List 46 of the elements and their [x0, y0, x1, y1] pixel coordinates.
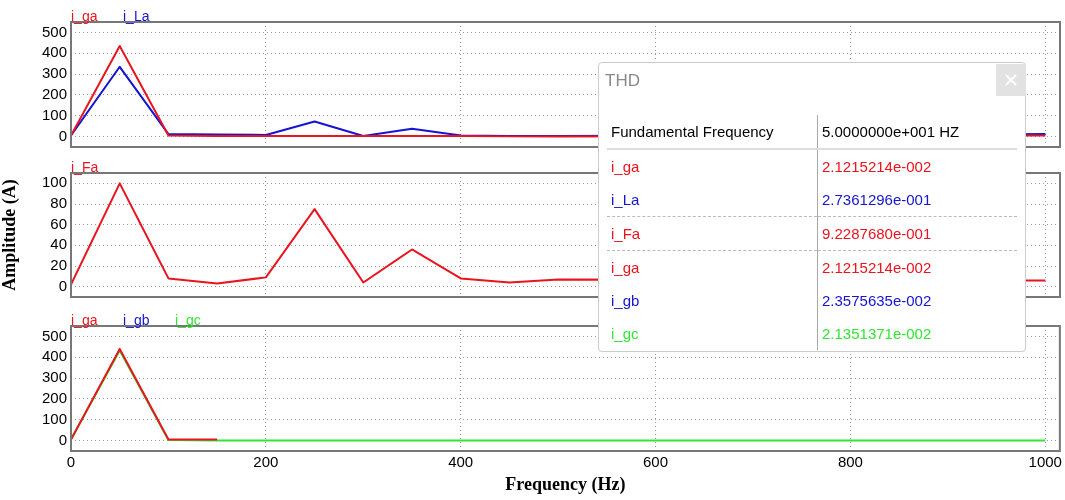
y-tick-label: 0 — [58, 126, 67, 144]
y-tick-label: 20 — [50, 256, 67, 274]
y-tick-label: 60 — [50, 214, 67, 232]
text: 2.1351371e-002 — [822, 325, 932, 342]
x-tick-label: 600 — [643, 453, 669, 471]
y-tick-label: 0 — [58, 276, 67, 294]
y-tick-label: 0 — [58, 430, 67, 448]
text: 9.2287680e-001 — [822, 225, 932, 242]
y-tick-label: 100 — [41, 173, 67, 191]
category-label: Fundamental Frequency — [607, 115, 818, 149]
legend-label: i_gb — [123, 311, 150, 328]
y-axis-title: Amplitude (A) — [0, 179, 21, 291]
text: i_ga — [71, 7, 98, 24]
category-label: i_Fa — [607, 216, 818, 251]
x-tick-label: 800 — [837, 453, 863, 471]
y-tick-label: 500 — [41, 326, 67, 344]
x-axis-title: Frequency (Hz) — [505, 473, 626, 495]
series-label: i_Fa — [71, 158, 99, 175]
y-tick-label: 300 — [41, 368, 67, 386]
text: i_gc — [175, 311, 201, 328]
text: 2.1215214e-002 — [822, 259, 932, 276]
y-tick-label: 400 — [41, 43, 67, 61]
y-tick-label: 80 — [50, 194, 67, 212]
text: 5.0000000e+001 HZ — [822, 123, 960, 140]
category-label: i_La — [607, 183, 818, 217]
x-tick-label: 200 — [253, 453, 279, 471]
x-tick-label: 1000 — [1028, 453, 1062, 471]
category-label: i_gb — [607, 284, 818, 317]
text: 2.1215214e-002 — [822, 158, 932, 175]
y-tick-label: 40 — [50, 235, 67, 253]
y-tick-label: 400 — [41, 347, 67, 365]
text: THD — [605, 71, 640, 91]
text: 2.7361296e-001 — [822, 191, 932, 208]
category-label: i_ga — [607, 149, 818, 183]
y-tick-label: 200 — [41, 389, 67, 407]
x-tick-label: 400 — [448, 453, 474, 471]
text: i_ga — [71, 311, 98, 328]
y-tick-label: 500 — [41, 22, 67, 40]
y-tick-label: 200 — [41, 85, 67, 103]
y-tick-label: 100 — [41, 409, 67, 427]
category-label: i_ga — [607, 250, 818, 284]
text: 2.3575635e-002 — [822, 292, 932, 309]
y-tick-label: 100 — [41, 105, 67, 123]
text: i_La — [123, 7, 150, 24]
y-tick-label: 300 — [41, 64, 67, 82]
category-label: i_gc — [607, 317, 818, 350]
